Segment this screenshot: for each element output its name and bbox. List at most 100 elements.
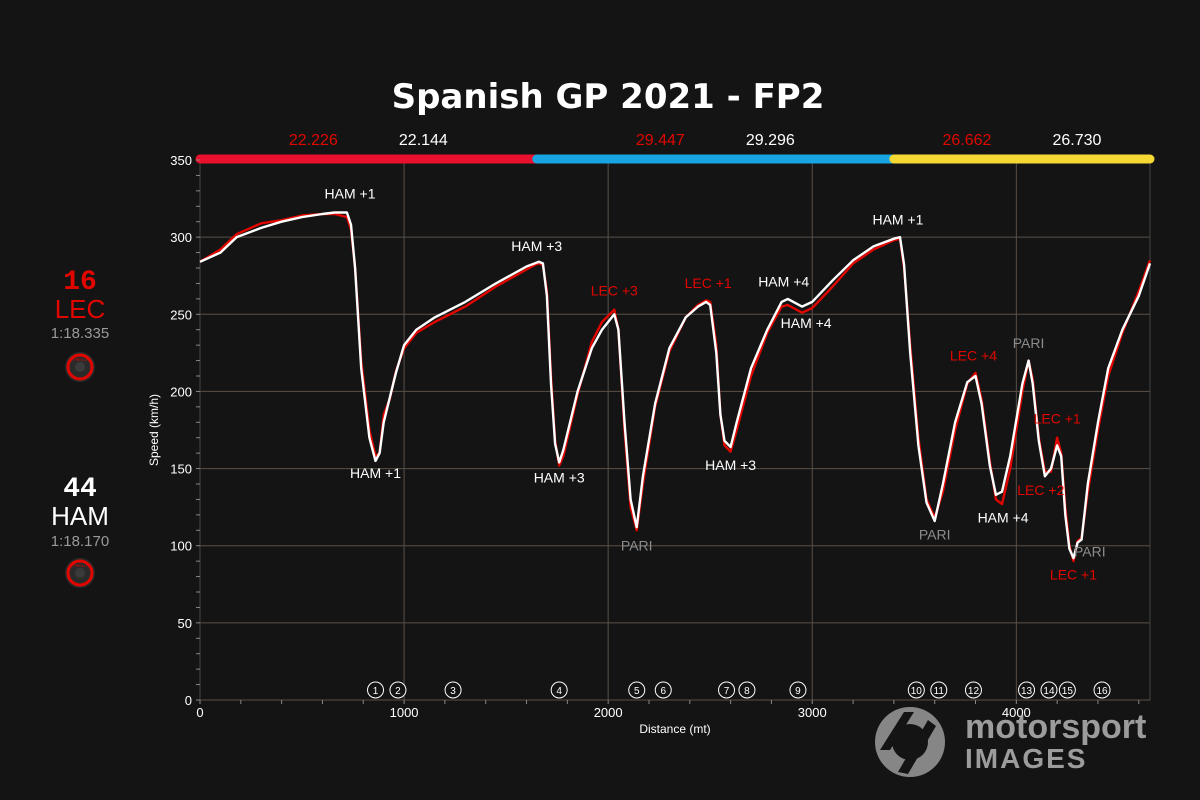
sector-time-lec: 26.662 bbox=[942, 132, 991, 149]
delta-annotation: HAM +3 bbox=[511, 238, 562, 254]
sector-time-lec: 22.226 bbox=[289, 132, 338, 149]
motorsport-logo-icon bbox=[875, 707, 945, 777]
sector-time-ham: 29.296 bbox=[746, 132, 795, 149]
corner-circle bbox=[389, 681, 407, 699]
tyre-brand-text: PIRELLI bbox=[73, 358, 86, 362]
corner-circle bbox=[444, 681, 462, 699]
delta-annotation: HAM +1 bbox=[325, 185, 376, 201]
corner-number: 6 bbox=[660, 686, 666, 697]
corner-circle bbox=[789, 681, 807, 699]
sector-time-lec: 29.447 bbox=[636, 132, 685, 149]
corner-circle bbox=[1093, 681, 1111, 699]
y-tick-label: 350 bbox=[170, 153, 192, 168]
tyre-soft-icon: PIRELLI bbox=[65, 352, 95, 382]
sector-time-ham: 26.730 bbox=[1052, 132, 1101, 149]
delta-annotation: LEC +4 bbox=[950, 347, 997, 363]
x-tick-label: 3000 bbox=[798, 705, 827, 720]
corner-marker: 7 bbox=[718, 681, 736, 699]
y-tick-label: 150 bbox=[170, 462, 192, 477]
delta-annotation: HAM +4 bbox=[781, 315, 832, 331]
speed-lines bbox=[199, 211, 1152, 563]
corner-marker: 1 bbox=[367, 681, 385, 699]
corner-marker: 16 bbox=[1093, 681, 1111, 699]
axis-ticks: 0 50 100 150 200 250 300 350 0 1000 2000 3000 4000 bbox=[170, 153, 1140, 720]
delta-annotation: PARI bbox=[919, 527, 951, 543]
delta-annotation: PARI bbox=[1013, 335, 1045, 351]
corner-circle bbox=[738, 681, 756, 699]
corner-number: 15 bbox=[1062, 686, 1074, 697]
corner-number: 8 bbox=[744, 686, 750, 697]
corner-number: 14 bbox=[1043, 686, 1055, 697]
corner-marker: 5 bbox=[628, 681, 646, 699]
x-tick-label: 4000 bbox=[1002, 705, 1031, 720]
sector-time-ham: 22.144 bbox=[399, 132, 448, 149]
corner-circle bbox=[907, 681, 925, 699]
corner-markers: 1 2 3 4 5 6 7 8 9 10 11 12 13 14 15 16 bbox=[367, 681, 1111, 699]
corner-circle bbox=[1058, 681, 1076, 699]
plot-grid bbox=[199, 159, 1151, 701]
corner-marker: 11 bbox=[930, 681, 948, 699]
delta-annotation: HAM +4 bbox=[978, 510, 1029, 526]
corner-circle bbox=[550, 681, 568, 699]
corner-circle bbox=[628, 681, 646, 699]
corner-marker: 13 bbox=[1018, 681, 1036, 699]
corner-marker: 14 bbox=[1040, 681, 1058, 699]
corner-number: 10 bbox=[911, 686, 923, 697]
corner-marker: 3 bbox=[444, 681, 462, 699]
corner-marker: 2 bbox=[389, 681, 407, 699]
series-line-ham bbox=[199, 211, 1152, 560]
corner-number: 13 bbox=[1021, 686, 1033, 697]
y-tick-label: 200 bbox=[170, 384, 192, 399]
corner-number: 1 bbox=[373, 686, 379, 697]
corner-number: 7 bbox=[724, 686, 730, 697]
delta-annotation: LEC +1 bbox=[685, 275, 732, 291]
watermark-images: IMAGES bbox=[965, 743, 1087, 774]
delta-annotation: LEC +1 bbox=[1034, 411, 1081, 427]
delta-annotation: HAM +4 bbox=[758, 273, 809, 289]
y-axis-label: Speed (km/h) bbox=[147, 394, 161, 466]
delta-annotation: PARI bbox=[621, 537, 653, 553]
corner-number: 11 bbox=[934, 686, 945, 697]
x-tick-label: 1000 bbox=[390, 705, 419, 720]
delta-annotation: HAM +1 bbox=[872, 212, 923, 228]
corner-number: 3 bbox=[450, 686, 456, 697]
watermark-motorsport: motorsport bbox=[965, 708, 1146, 746]
y-tick-label: 250 bbox=[170, 307, 192, 322]
driver-number-ham: 44 bbox=[63, 474, 97, 505]
driver-laptime-lec: 1:18.335 bbox=[51, 325, 109, 342]
y-tick-label: 50 bbox=[178, 616, 192, 631]
delta-annotation: HAM +1 bbox=[350, 465, 401, 481]
delta-annotation: HAM +3 bbox=[705, 457, 756, 473]
corner-marker: 10 bbox=[907, 681, 925, 699]
x-axis-label: Distance (mt) bbox=[639, 722, 710, 736]
plot-frame bbox=[199, 159, 1151, 701]
corner-marker: 9 bbox=[789, 681, 807, 699]
driver-code-ham: HAM bbox=[51, 501, 109, 531]
delta-annotation: LEC +1 bbox=[1050, 567, 1097, 583]
corner-marker: 6 bbox=[654, 681, 672, 699]
corner-marker: 15 bbox=[1058, 681, 1076, 699]
sector-bar: 22.226 22.144 29.447 29.296 26.662 26.730 bbox=[195, 132, 1155, 164]
x-tick-label: 2000 bbox=[594, 705, 623, 720]
delta-annotation: LEC +3 bbox=[591, 283, 638, 299]
driver-code-lec: LEC bbox=[55, 294, 106, 324]
delta-annotation: PARI bbox=[1074, 544, 1106, 560]
delta-annotation: HAM +3 bbox=[534, 469, 585, 485]
corner-circle bbox=[1018, 681, 1036, 699]
corner-number: 5 bbox=[634, 686, 640, 697]
corner-number: 4 bbox=[556, 686, 562, 697]
driver-panel-lec: 16 LEC 1:18.335 PIRELLI bbox=[51, 267, 109, 382]
corner-circle bbox=[654, 681, 672, 699]
chart-title: Spanish GP 2021 - FP2 bbox=[392, 77, 825, 117]
corner-circle bbox=[367, 681, 385, 699]
corner-circle bbox=[930, 681, 948, 699]
corner-circle bbox=[718, 681, 736, 699]
y-tick-label: 100 bbox=[170, 539, 192, 554]
y-tick-label: 0 bbox=[185, 693, 192, 708]
tyre-brand-text: PIRELLI bbox=[73, 564, 86, 568]
driver-panel-ham: 44 HAM 1:18.170 PIRELLI bbox=[51, 474, 109, 588]
corner-number: 12 bbox=[968, 686, 980, 697]
corner-number: 16 bbox=[1096, 686, 1108, 697]
corner-marker: 4 bbox=[550, 681, 568, 699]
